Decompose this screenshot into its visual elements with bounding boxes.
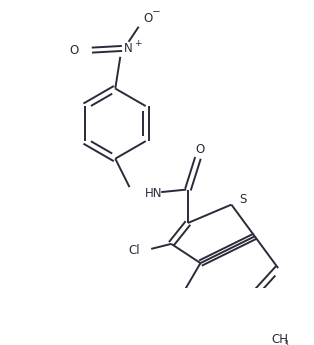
Text: O: O — [195, 143, 204, 156]
Text: N: N — [124, 42, 133, 55]
Text: 3: 3 — [283, 341, 288, 345]
Text: S: S — [239, 193, 247, 206]
Text: O: O — [144, 12, 153, 25]
Text: +: + — [134, 39, 141, 48]
Text: CH: CH — [272, 333, 289, 345]
Text: −: − — [152, 7, 161, 17]
Text: O: O — [69, 43, 78, 57]
Text: HN: HN — [144, 187, 162, 200]
Text: Cl: Cl — [128, 244, 139, 257]
